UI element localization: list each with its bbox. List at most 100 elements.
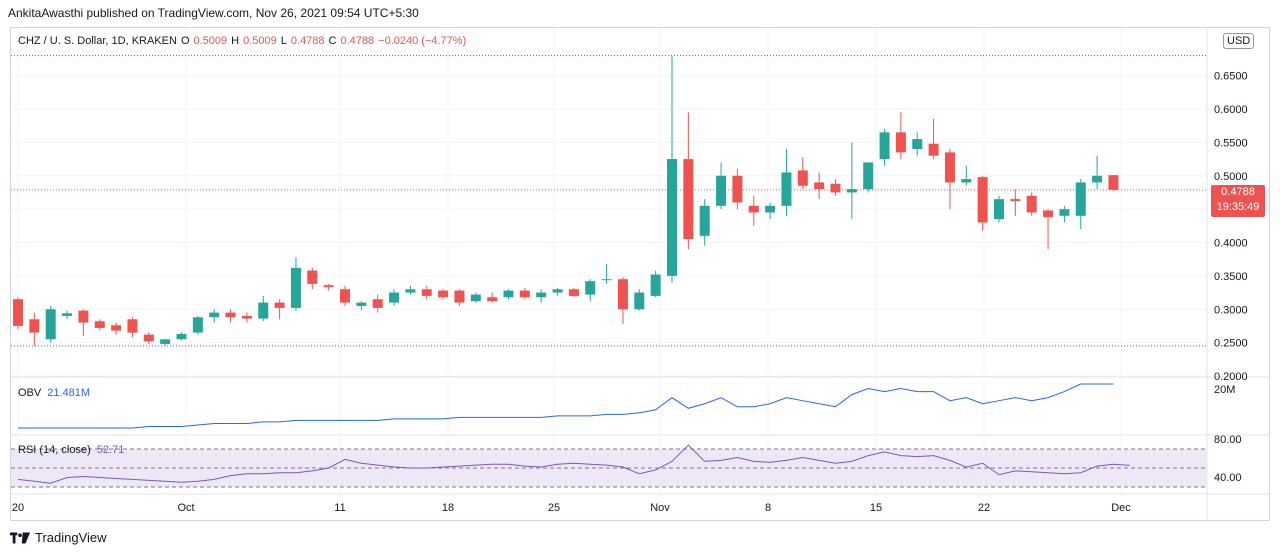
candle-body [781, 172, 792, 206]
open-value: 0.5009 [193, 35, 228, 47]
candle-body [454, 290, 465, 303]
candle-body [111, 325, 122, 331]
obv-value: 21.481M [47, 387, 91, 399]
price-tick-label: 0.2500 [1214, 338, 1248, 350]
candle-body [863, 162, 874, 190]
candle-body [323, 285, 334, 288]
candle-body [1092, 175, 1103, 183]
candle-body [1010, 199, 1021, 202]
candle-body [601, 279, 612, 281]
low-value: 0.4788 [290, 35, 325, 47]
candle-body [127, 319, 138, 333]
candle-body [94, 321, 105, 328]
candle-body [977, 177, 988, 223]
candle-body [274, 302, 285, 308]
candle-body [944, 152, 955, 183]
price-tick-label: 0.6500 [1214, 71, 1248, 83]
chart-frame [10, 27, 1270, 521]
candle-body [585, 281, 596, 295]
price-tick-label: 0.5000 [1214, 171, 1248, 183]
rsi-line [17, 444, 1130, 484]
candle-body [928, 143, 939, 156]
currency-button[interactable]: USD [1223, 33, 1255, 49]
rsi-value: 52.71 [96, 444, 125, 456]
bar-countdown: 19:35:49 [1216, 201, 1260, 213]
close-value: 0.4788 [340, 35, 375, 47]
change-value: −0.0240 (−4.77%) [378, 35, 467, 47]
tradingview-logo-icon [10, 532, 30, 543]
price-tick-label: 0.2000 [1214, 371, 1248, 383]
time-tick-label: 15 [870, 502, 882, 514]
time-tick-label: 22 [978, 502, 990, 514]
footer-brand[interactable]: TradingView [10, 530, 107, 545]
candle-body [372, 299, 383, 308]
candle-body [405, 289, 416, 293]
candle-body [160, 339, 171, 344]
candle-body [617, 279, 628, 310]
candle-body [765, 205, 776, 213]
time-tick-label: 20 [12, 502, 24, 514]
candle-body [895, 132, 906, 153]
candle-body [258, 302, 269, 319]
candle-body [143, 334, 154, 342]
rsi-axis-label: 80.00 [1214, 434, 1242, 446]
candle-body [1075, 182, 1086, 216]
candle-body [634, 292, 645, 310]
candle-body [470, 294, 481, 302]
time-tick-label: 18 [442, 502, 454, 514]
time-tick-label: Nov [650, 502, 670, 514]
candle-body [667, 159, 677, 276]
candle-body [340, 289, 350, 303]
rsi-legend: RSI (14, close) 52.71 [18, 444, 124, 456]
candle-body [879, 132, 890, 160]
obv-line [18, 383, 1114, 429]
candle-body [209, 312, 220, 318]
candle-body [912, 139, 923, 150]
candle-body [13, 299, 23, 326]
candle-body [519, 290, 530, 298]
candle-body [699, 205, 710, 236]
footer-brand-name: TradingView [35, 530, 107, 545]
low-label: L [280, 35, 287, 47]
candle-body [290, 267, 301, 308]
rsi-label: RSI (14, close) [18, 444, 91, 456]
last-price-badge: 0.4788 19:35:49 [1211, 185, 1265, 217]
high-value: 0.5009 [243, 35, 277, 47]
candle-body [536, 292, 547, 298]
candle-body [994, 199, 1004, 220]
symbol-legend: CHZ / U. S. Dollar, 1D, KRAKEN O 0.5009 H… [18, 35, 466, 47]
candle-body [176, 333, 187, 340]
candle-body [650, 274, 661, 296]
publish-header: AnkitaAwasthi published on TradingView.c… [8, 6, 419, 20]
candle-body [421, 289, 432, 296]
candle-body [846, 189, 857, 193]
time-tick-label: Oct [177, 502, 194, 514]
symbol-name: CHZ / U. S. Dollar, 1D, KRAKEN [18, 35, 177, 47]
obv-legend: OBV 21.481M [18, 387, 90, 399]
candle-body [487, 297, 498, 302]
candle-body [748, 205, 759, 213]
candle-body [716, 175, 727, 206]
candle-body [389, 292, 400, 303]
candle-body [1026, 195, 1037, 213]
candle-body [192, 317, 203, 333]
price-tick-label: 0.3500 [1214, 271, 1248, 283]
rsi-axis-label: 40.00 [1214, 472, 1242, 484]
candle-body [732, 175, 743, 203]
high-label: H [231, 35, 240, 47]
candle-body [552, 289, 563, 293]
candle-body [307, 270, 318, 284]
candle-body [62, 313, 73, 316]
candle-body [356, 302, 367, 306]
close-label: C [328, 35, 337, 47]
candle-body [438, 290, 449, 298]
price-tick-label: 0.3000 [1214, 304, 1248, 316]
candle-body [797, 170, 808, 186]
price-tick-label: 0.5500 [1214, 137, 1248, 149]
time-tick-label: 25 [548, 502, 560, 514]
last-price: 0.4788 [1221, 186, 1255, 198]
candle-body [1108, 175, 1119, 190]
open-label: O [180, 35, 190, 47]
price-tick-label: 0.6000 [1214, 104, 1248, 116]
